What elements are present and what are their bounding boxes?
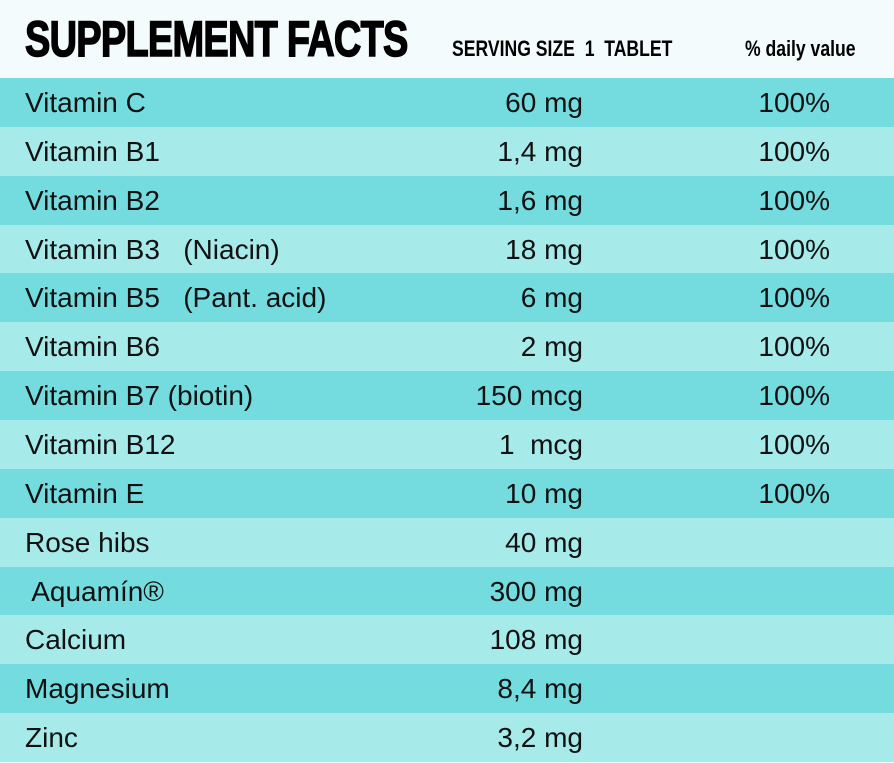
- daily-value: 100%: [758, 331, 830, 363]
- nutrient-name: Vitamin B7 (biotin): [25, 380, 254, 412]
- daily-value: 100%: [758, 184, 830, 216]
- table-row: Rose hibs 40 mg: [0, 517, 894, 567]
- amount: 1,4 mg: [497, 135, 583, 167]
- amount: 18 mg: [505, 233, 583, 265]
- daily-value: 100%: [758, 233, 830, 265]
- amount: 2 mg: [520, 331, 583, 363]
- nutrient-name: Vitamin B6: [25, 331, 160, 363]
- amount: 1,6 mg: [497, 184, 583, 216]
- daily-value: 100%: [758, 477, 830, 509]
- daily-value-heading: % daily value: [745, 36, 856, 61]
- amount: 108 mg: [489, 624, 583, 656]
- table-row: Magnesium 8,4 mg: [0, 664, 894, 714]
- nutrient-name: Zinc: [25, 722, 78, 754]
- nutrient-name: Aquamín®: [25, 575, 164, 607]
- daily-value: 100%: [758, 380, 830, 412]
- table-row: Vitamin B5 (Pant. acid) 6 mg 100%: [0, 273, 894, 323]
- amount: 8,4 mg: [497, 673, 583, 705]
- table-row: Vitamin C 60 mg 100%: [0, 78, 894, 127]
- daily-value: 100%: [758, 135, 830, 167]
- amount: 150 mcg: [475, 380, 583, 412]
- nutrient-name: Magnesium: [25, 673, 170, 705]
- table-row: Aquamín® 300 mg: [0, 566, 894, 616]
- amount: 40 mg: [505, 526, 583, 558]
- nutrient-name: Vitamin B5 (Pant. acid): [25, 282, 327, 314]
- nutrient-name: Vitamin E: [25, 477, 145, 509]
- nutrient-name: Vitamin B2: [25, 184, 160, 216]
- table-row: Vitamin B1 1,4 mg 100%: [0, 126, 894, 176]
- table-row: Vitamin B2 1,6 mg 100%: [0, 175, 894, 225]
- daily-value: 100%: [758, 282, 830, 314]
- table-row: Vitamin B12 1 mcg 100%: [0, 420, 894, 469]
- header: SUPPLEMENT FACTS SERVING SIZE 1 TABLET %…: [0, 0, 894, 78]
- amount: 1 mcg: [498, 429, 583, 461]
- nutrient-name: Vitamin B12: [25, 429, 176, 461]
- table-row: Vitamin B3 (Niacin) 18 mg 100%: [0, 224, 894, 274]
- serving-size: SERVING SIZE 1 TABLET: [452, 36, 673, 61]
- table: Vitamin C 60 mg 100% Vitamin B1 1,4 mg 100% Vi…: [0, 78, 894, 763]
- daily-value: 100%: [758, 87, 830, 118]
- nutrient-name: Rose hibs: [25, 526, 150, 558]
- table-row: Zinc 3,2 mg: [0, 713, 894, 763]
- amount: 300 mg: [489, 575, 583, 607]
- amount: 3,2 mg: [497, 722, 583, 754]
- table-row: Vitamin B6 2 mg 100%: [0, 322, 894, 372]
- nutrient-name: Vitamin C: [25, 87, 146, 118]
- title: SUPPLEMENT FACTS: [24, 10, 409, 68]
- nutrient-name: Vitamin B1: [25, 135, 160, 167]
- amount: 60 mg: [505, 87, 583, 118]
- daily-value: 100%: [758, 429, 830, 461]
- amount: 10 mg: [505, 477, 583, 509]
- nutrient-name: Calcium: [25, 624, 127, 656]
- table-row: Vitamin E 10 mg 100%: [0, 468, 894, 518]
- amount: 6 mg: [520, 282, 583, 314]
- table-row: Calcium 108 mg: [0, 615, 894, 665]
- nutrient-name: Vitamin B3 (Niacin): [25, 233, 280, 265]
- table-row: Vitamin B7 (biotin) 150 mcg 100%: [0, 371, 894, 421]
